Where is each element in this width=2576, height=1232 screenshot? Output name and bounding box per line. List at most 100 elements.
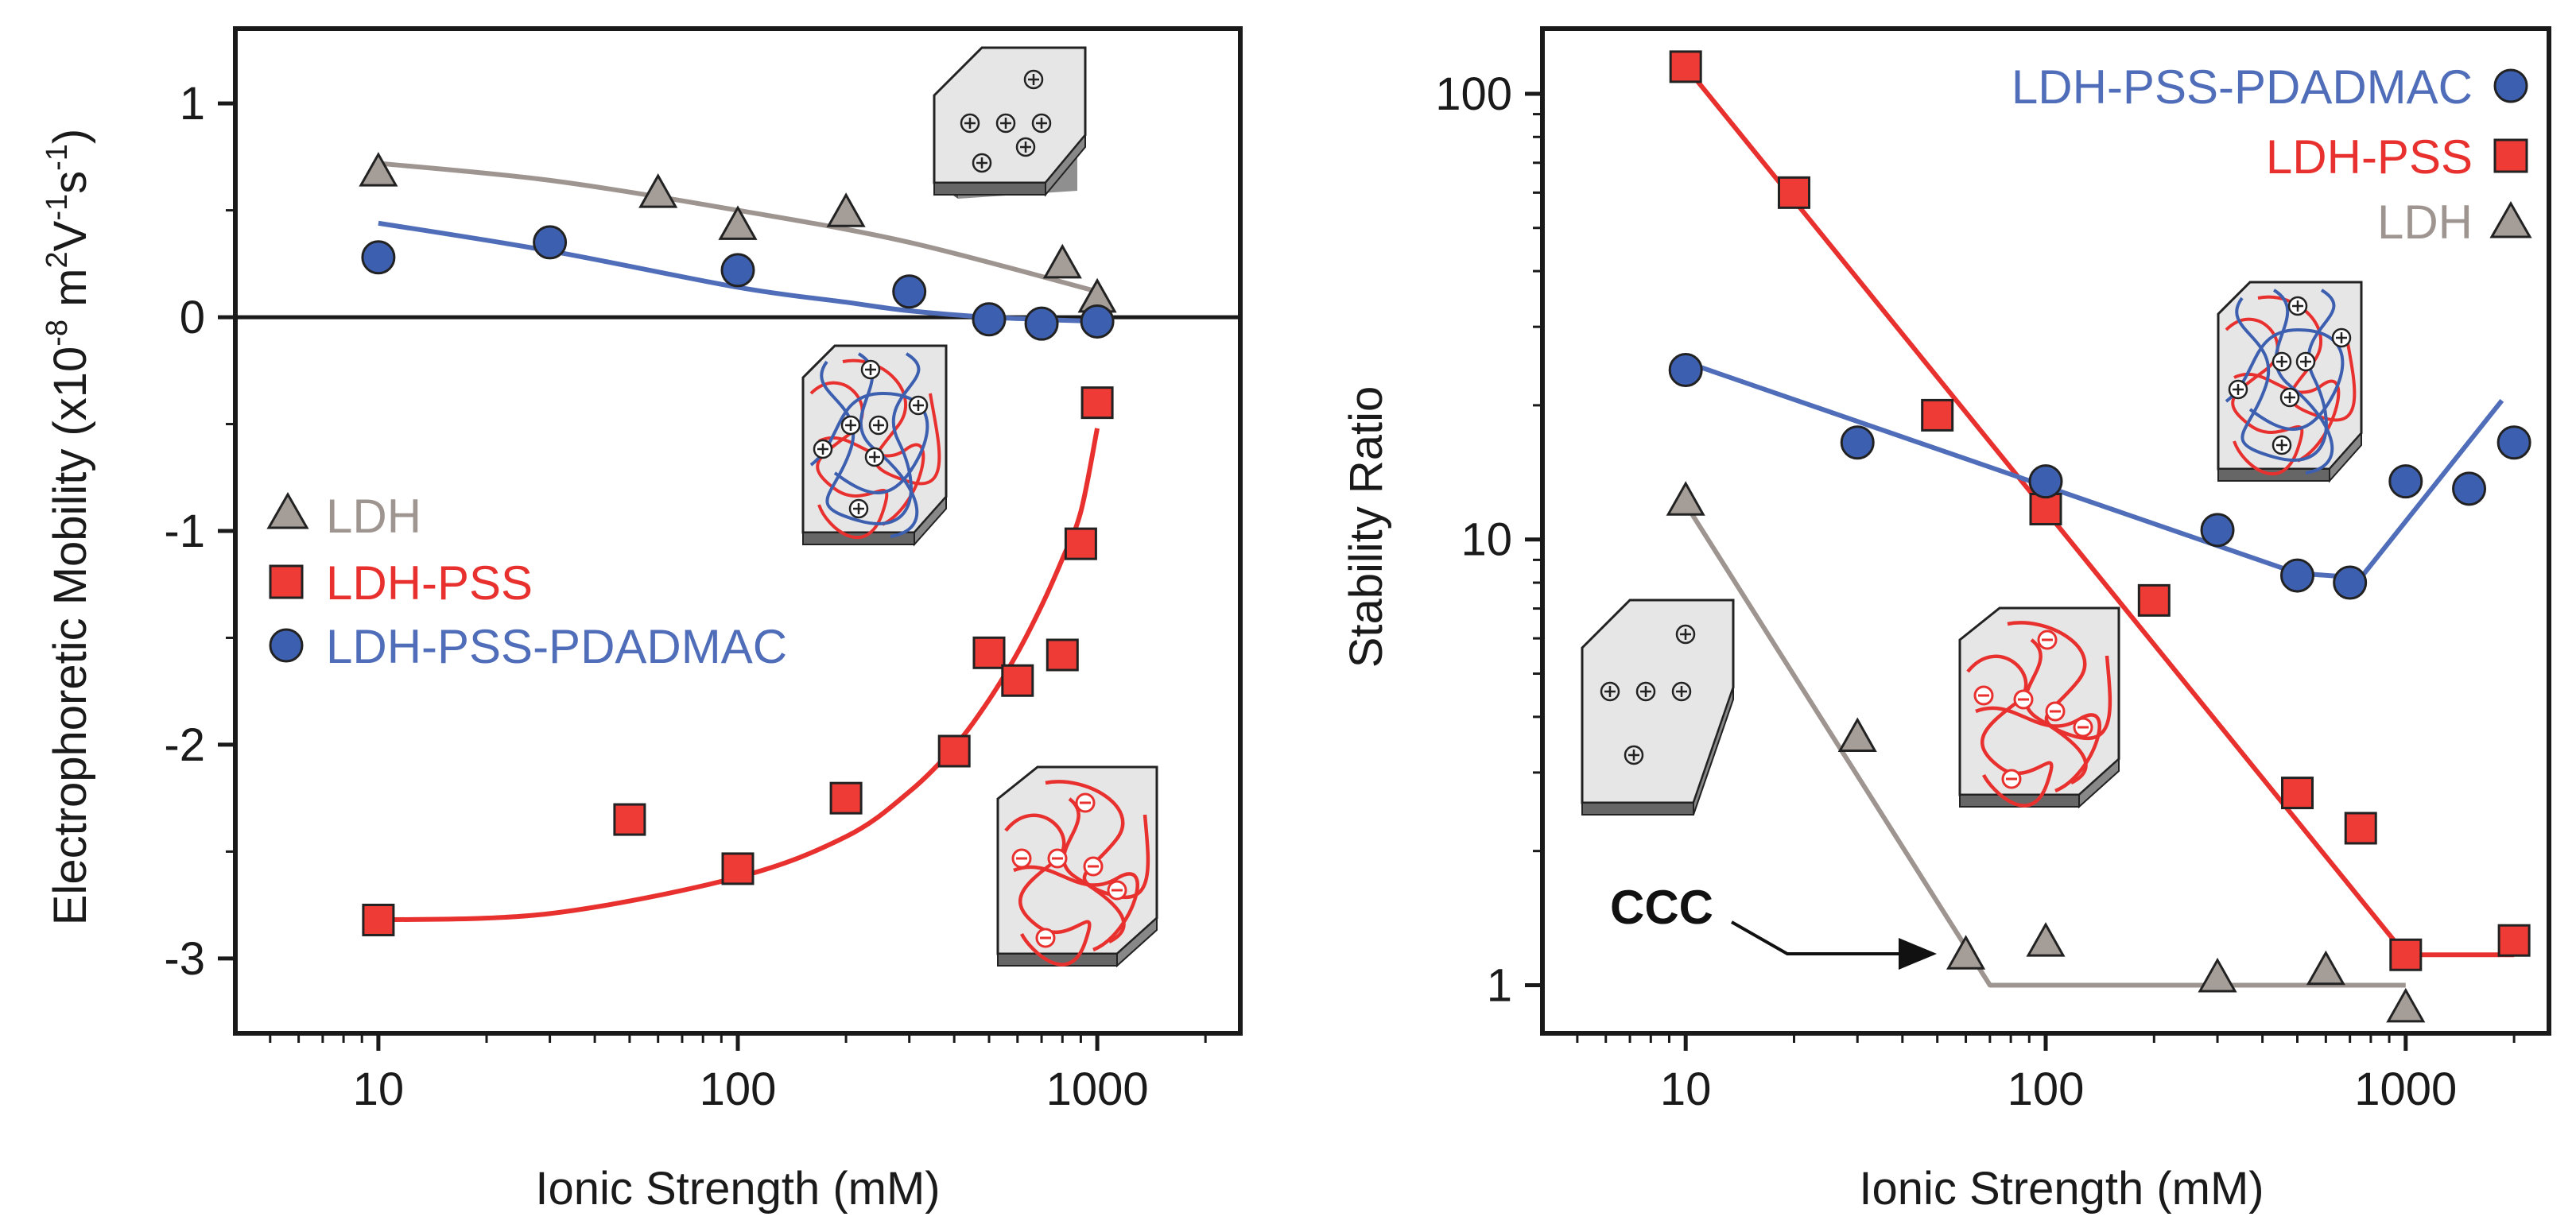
stability-point-ldh [2198, 957, 2237, 993]
mobility-point-ldh-pss-pdadmac [533, 225, 568, 260]
mobility-point-ldh-pss-pdadmac [892, 274, 927, 309]
mobility-point-ldh [718, 205, 758, 240]
legend-square-marker [2493, 138, 2528, 173]
ldh-pss-platelet-icon [996, 765, 1158, 968]
stability-frame [1540, 26, 2551, 1036]
stability-y-tick-label: 1 [1487, 959, 1512, 1011]
mobility-y-tick-label: 0 [180, 292, 205, 343]
mobility-point-ldh-pss-pdadmac [720, 253, 755, 288]
stability-point-ldh-pss [2137, 583, 2171, 617]
stability-y-axis-label: Stability Ratio [1340, 386, 1392, 668]
stability-point-ldh-pss [2281, 777, 2314, 810]
legend-triangle-marker [2489, 200, 2532, 238]
mobility-x-tick-label: 10 [353, 1063, 405, 1115]
stability-point-ldh-pss [1669, 50, 1702, 83]
stability-y-tick-label: 10 [1461, 514, 1512, 566]
legend-item-ldh-pss-pdadmac: LDH-PSS-PDADMAC [269, 620, 787, 673]
mobility-x-tick-label: 1000 [1046, 1063, 1149, 1115]
ccc-annotation: CCC [1610, 881, 1937, 970]
stability-plot-area [1540, 26, 2551, 1036]
ccc-arrow [1731, 920, 1937, 970]
stability-point-ldh-pss-pdadmac [2333, 565, 2368, 600]
legend-circle-marker [2493, 68, 2528, 103]
stability-fit-line-ldh-pss-pdadmac [1685, 359, 2504, 580]
legend-triangle-marker [266, 491, 309, 529]
stability-point-ldh-pss [2029, 492, 2062, 525]
legend-item-ldh-pss: LDH-PSS [269, 556, 533, 610]
ldh-positive-platelet-icon [933, 46, 1087, 199]
mobility-marks [359, 152, 1117, 936]
legend-label: LDH-PSS-PDADMAC [2012, 60, 2473, 114]
legend-circle-marker [269, 628, 304, 663]
stability-point-ldh-pss [2497, 924, 2531, 957]
legend-item-ldh-pss: LDH-PSS [2266, 130, 2528, 184]
mobility-point-ldh-pss-pdadmac [361, 240, 396, 275]
stability-x-tick-label: 10 [1660, 1063, 1712, 1115]
legend-label: LDH-PSS [2266, 130, 2473, 184]
legend-label: LDH [2377, 196, 2473, 249]
stability-point-ldh [1837, 717, 1877, 753]
stability-point-ldh [2306, 950, 2345, 986]
mobility-y-tick-label: -1 [164, 506, 205, 557]
mobility-point-ldh-pss [829, 781, 863, 815]
stability-y-tick-label: 100 [1435, 68, 1512, 120]
mobility-y-tick-label: -2 [164, 719, 205, 771]
stability-point-ldh-pss-pdadmac [2280, 558, 2314, 593]
mobility-point-ldh-pss [613, 803, 646, 836]
mobility-point-ldh [1042, 243, 1082, 279]
mobility-point-ldh [359, 152, 398, 187]
mobility-point-ldh-pss [937, 734, 971, 768]
stability-point-ldh [2026, 922, 2066, 957]
stability-ticks: 10 100 1000 100 10 1 [1435, 68, 2516, 1115]
mobility-point-ldh [826, 192, 866, 227]
mobility-y-tick-label: 1 [180, 78, 205, 130]
mobility-point-ldh-pss-pdadmac [1080, 304, 1115, 339]
legend-item-ldh: LDH [2377, 196, 2532, 249]
stability-point-ldh-pss-pdadmac [2496, 425, 2531, 460]
stability-point-ldh-pss-pdadmac [1668, 353, 1703, 388]
mobility-y-tick-label: -3 [164, 933, 205, 985]
mobility-point-ldh [638, 173, 678, 208]
stability-point-ldh-pss [2389, 938, 2423, 971]
stability-point-ldh-pss [1921, 398, 1954, 432]
mobility-point-ldh-pss-pdadmac [1024, 306, 1059, 341]
mobility-point-ldh-pss [362, 903, 395, 936]
stability-ratio-chart: 10 100 1000 100 10 1 [1340, 26, 2551, 1215]
legend-item-ldh-pss-pdadmac: LDH-PSS-PDADMAC [2012, 60, 2528, 114]
stability-x-tick-label: 1000 [2354, 1063, 2457, 1115]
ldh-pss-pdadmac-platelet-icon [801, 344, 948, 547]
ccc-label: CCC [1610, 881, 1713, 934]
mobility-point-ldh-pss [1064, 527, 1097, 560]
ldh-positive-platelet-icon [1581, 599, 1735, 816]
stability-point-ldh-pss-pdadmac [2028, 464, 2063, 499]
mobility-point-ldh-pss [1001, 664, 1034, 697]
stability-point-ldh-pss [2344, 812, 2377, 845]
mobility-point-ldh-pss [1080, 386, 1114, 420]
legend-label: LDH [326, 490, 421, 543]
legend-square-marker [269, 564, 304, 599]
mobility-x-tick-label: 100 [700, 1063, 777, 1115]
legend-label: LDH-PSS [326, 556, 533, 610]
stability-point-ldh-pss-pdadmac [2452, 471, 2487, 506]
legend-item-ldh: LDH [266, 490, 421, 543]
stability-fit-line-ldh [1683, 502, 2406, 988]
ldh-pss-platelet-icon [1958, 606, 2120, 809]
stability-marks [1666, 50, 2531, 1023]
stability-point-ldh-pss-pdadmac [2388, 464, 2423, 499]
stability-x-tick-label: 100 [2008, 1063, 2085, 1115]
mobility-legend: LDH LDH-PSS LDH-PSS-PDADMAC [266, 490, 787, 673]
legend-label: LDH-PSS-PDADMAC [326, 620, 787, 673]
ldh-pss-pdadmac-platelet-icon [2217, 281, 2363, 483]
mobility-point-ldh-pss-pdadmac [972, 302, 1007, 337]
stability-point-ldh [1946, 935, 1986, 970]
stability-legend: LDH-PSS-PDADMAC LDH-PSS LDH [2012, 60, 2532, 249]
stability-point-ldh-pss-pdadmac [1840, 425, 1875, 460]
stability-x-axis-label: Ionic Strength (mM) [1859, 1163, 2264, 1215]
stability-point-ldh-pss-pdadmac [2200, 513, 2235, 548]
stability-point-ldh-pss [1778, 176, 1810, 209]
mobility-point-ldh-pss [1046, 638, 1079, 672]
mobility-x-axis-label: Ionic Strength (mM) [535, 1163, 940, 1215]
